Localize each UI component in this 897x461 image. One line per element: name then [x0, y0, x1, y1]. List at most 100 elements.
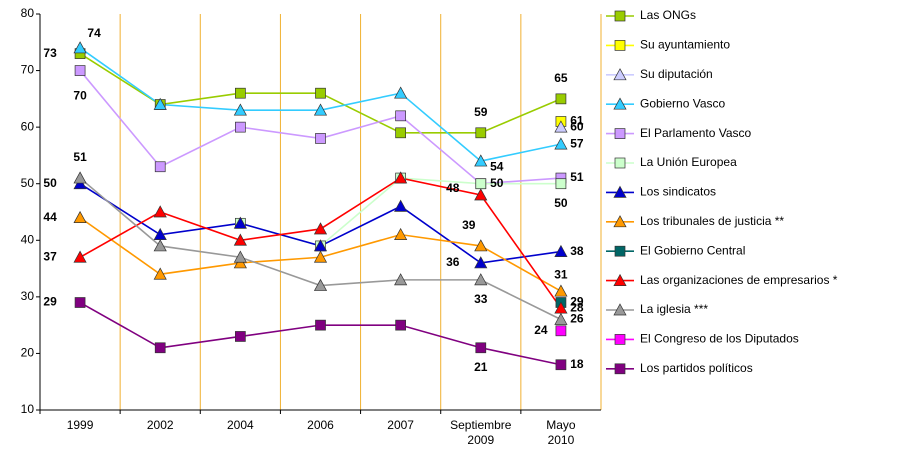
y-tick-label: 60: [21, 119, 35, 133]
data-point: [554, 244, 568, 257]
data-label: 54: [490, 159, 504, 173]
data-point: [74, 297, 86, 308]
data-point: [475, 178, 487, 190]
data-label: 31: [554, 267, 568, 281]
legend-label: El Congreso de los Diputados: [640, 332, 799, 346]
legend-marker: [614, 334, 626, 345]
legend-marker: [613, 97, 627, 110]
data-label: 60: [570, 119, 584, 133]
data-point: [235, 331, 246, 342]
data-point: [395, 319, 406, 331]
legend-label: La iglesia ***: [640, 302, 708, 316]
data-point: [474, 273, 488, 286]
data-label: 28: [570, 300, 584, 314]
data-label: 36: [446, 255, 460, 269]
data-label: 29: [570, 295, 584, 309]
data-point: [475, 342, 487, 354]
x-tick-label: 2007: [387, 418, 414, 432]
legend-marker: [613, 185, 627, 198]
data-point: [555, 325, 567, 337]
x-tick-label: 2002: [146, 418, 174, 432]
data-point: [233, 250, 247, 263]
legend-label: Las ONGs: [640, 8, 696, 22]
data-point: [555, 359, 567, 371]
data-point: [394, 171, 408, 184]
data-label: 74: [87, 26, 101, 40]
data-label: 50: [43, 176, 57, 190]
data-label: 48: [446, 181, 460, 195]
data-point: [153, 239, 167, 252]
series-line: [79, 70, 561, 185]
data-point: [554, 137, 568, 150]
data-point: [233, 233, 247, 246]
data-label: 33: [474, 292, 488, 306]
data-point: [554, 284, 568, 297]
data-point: [555, 178, 567, 190]
data-label: 26: [570, 312, 584, 326]
data-point: [235, 87, 246, 99]
x-tick-label: 2006: [307, 418, 334, 432]
data-label: 61: [570, 114, 584, 128]
legend-label: Los partidos políticos: [640, 361, 753, 375]
data-label: 51: [73, 150, 87, 164]
legend-label: El Parlamento Vasco: [640, 126, 751, 140]
legend-marker: [614, 40, 626, 51]
data-label: 51: [570, 170, 584, 184]
legend-label: La Unión Europea: [640, 155, 737, 169]
data-point: [233, 216, 247, 229]
x-tick-label: Septiembre 2009: [450, 418, 512, 447]
data-point: [474, 188, 488, 201]
legend-label: Su diputación: [640, 67, 713, 81]
data-point: [313, 222, 328, 235]
data-point: [153, 205, 167, 218]
data-point: [73, 171, 87, 184]
data-point: [74, 65, 86, 76]
x-tick-label: 1999: [66, 418, 94, 432]
data-label: 37: [43, 249, 57, 263]
y-tick-label: 40: [21, 232, 35, 246]
legend-marker: [614, 157, 626, 169]
legend-marker: [613, 303, 627, 316]
legend-label: El Gobierno Central: [640, 243, 745, 257]
data-point: [315, 319, 326, 331]
legend-marker: [613, 215, 627, 228]
data-label: 73: [43, 46, 57, 60]
data-label: 65: [554, 71, 568, 85]
data-point: [153, 97, 167, 110]
data-point: [394, 199, 408, 212]
data-label: 39: [462, 218, 476, 232]
legend-label: Los tribunales de justicia **: [640, 214, 784, 228]
data-point: [315, 133, 326, 144]
legend-label: Los sindicatos: [640, 185, 716, 199]
data-point: [154, 161, 166, 173]
data-point: [315, 87, 326, 99]
data-label: 21: [474, 360, 488, 374]
data-point: [394, 227, 408, 240]
data-point: [395, 110, 406, 122]
data-point: [554, 120, 568, 133]
data-point: [394, 273, 408, 286]
data-point: [474, 154, 488, 167]
legend-marker: [613, 273, 627, 286]
y-tick-label: 30: [21, 289, 35, 303]
data-point: [73, 210, 87, 224]
data-label: 57: [570, 136, 584, 150]
y-tick-label: 10: [21, 402, 35, 416]
data-point: [555, 93, 567, 105]
legend-label: Las organizaciones de empresarios *: [640, 273, 838, 287]
data-point: [474, 256, 488, 269]
x-tick-label: 2004: [226, 418, 254, 432]
data-point: [474, 239, 488, 252]
y-tick-label: 50: [21, 176, 35, 190]
data-point: [153, 267, 167, 280]
data-label: 50: [490, 176, 504, 190]
series-line: [79, 301, 562, 366]
data-label: 38: [570, 244, 584, 258]
data-point: [233, 103, 247, 116]
data-point: [73, 41, 87, 54]
x-tick-label: Mayo 2010: [546, 418, 576, 447]
legend-marker: [614, 10, 626, 22]
y-tick-label: 80: [21, 6, 35, 20]
